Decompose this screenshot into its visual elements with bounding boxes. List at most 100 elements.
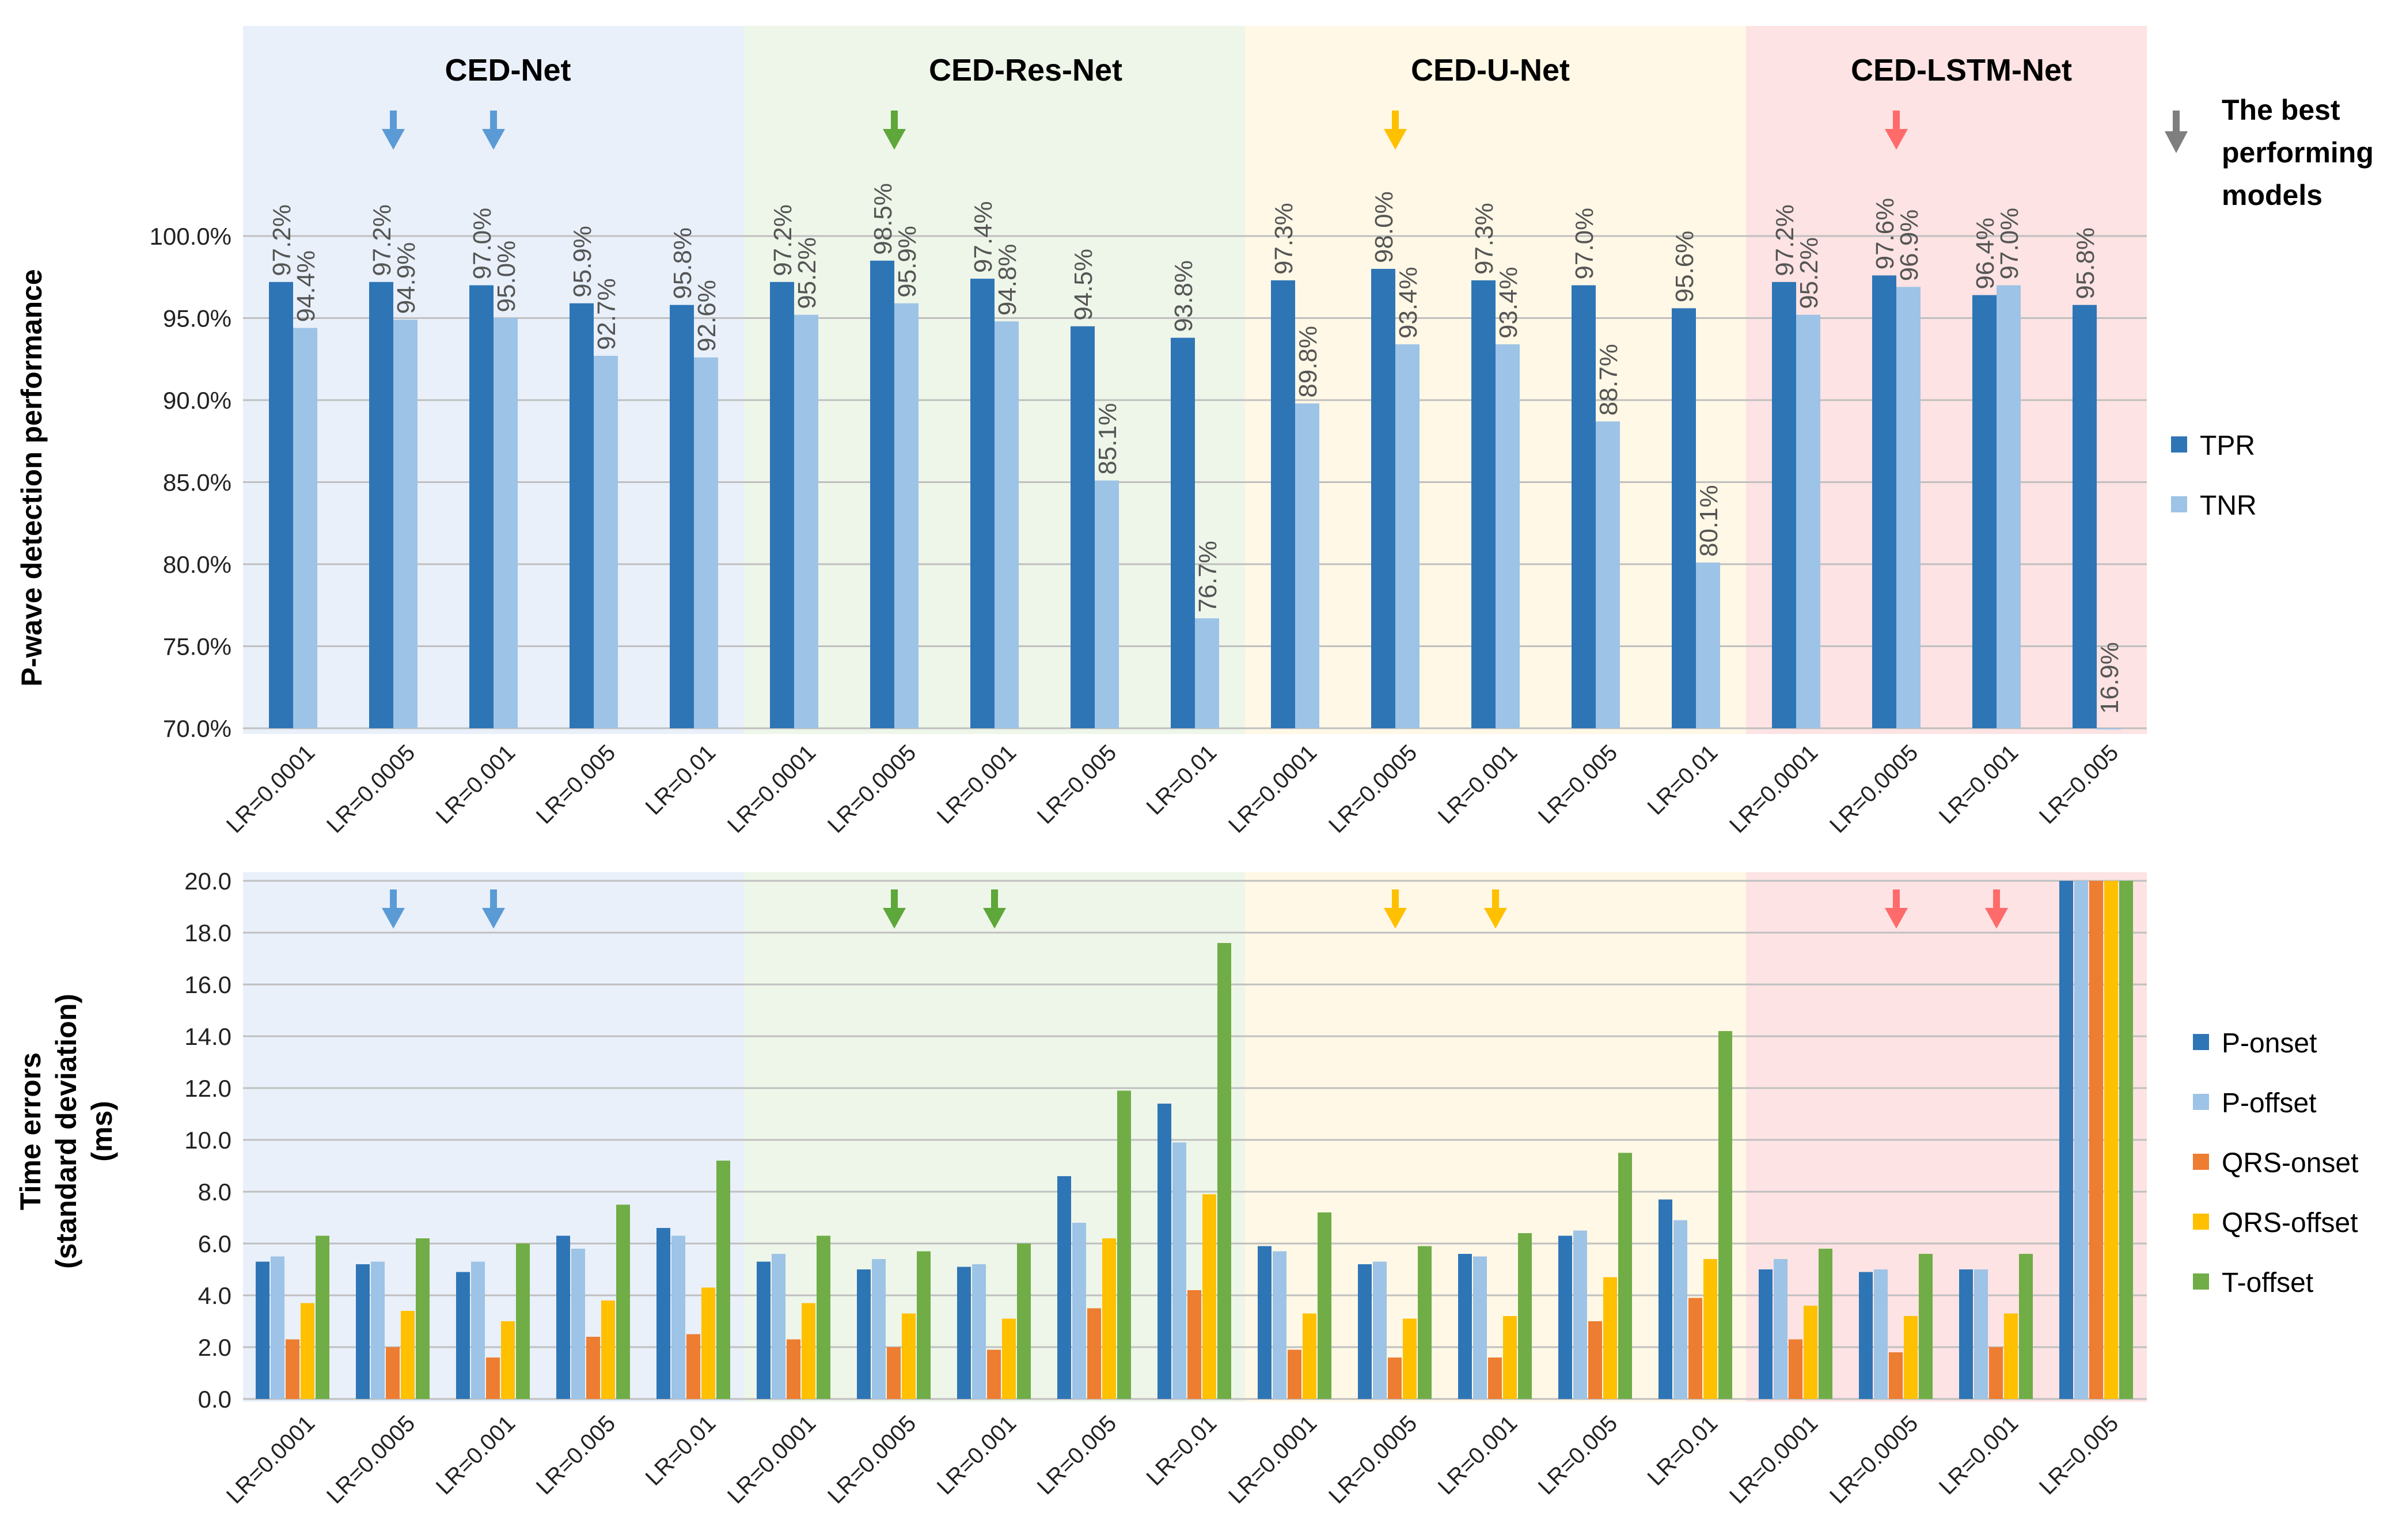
- top-xtick-label: LR=0.001: [1934, 740, 2024, 829]
- bar-tpr: [570, 303, 594, 728]
- bar-p-offset: [1172, 1142, 1186, 1399]
- bottom-ytick-label: 8.0: [198, 1178, 231, 1206]
- bottom-xtick-label: LR=0.0005: [322, 1410, 420, 1508]
- data-label-tpr: 97.2%: [368, 204, 396, 276]
- best-model-arrow-bottom: [883, 889, 906, 929]
- bar-p-onset: [957, 1267, 971, 1399]
- bar-p-offset: [1974, 1269, 1988, 1399]
- group-title-ced-u-net: CED-U-Net: [1411, 53, 1570, 88]
- bar-qrs-onset: [1087, 1308, 1101, 1399]
- arrow-down-icon: [891, 111, 898, 131]
- top-xtick-label: LR=0.0005: [1825, 740, 1923, 838]
- bar-qrs-onset: [1688, 1298, 1702, 1399]
- bottom-xtick-label: LR=0.01: [1643, 1410, 1723, 1490]
- bottom-ytick-label: 16.0: [184, 971, 231, 998]
- bottom-xtick-label: LR=0.0001: [222, 1410, 320, 1508]
- top-xtick-label: LR=0.0005: [1324, 740, 1422, 838]
- bar-p-onset: [1157, 1104, 1171, 1399]
- bar-tpr: [970, 279, 995, 729]
- bottom-xtick-label: LR=0.0005: [1324, 1410, 1422, 1508]
- data-label-tnr: 97.0%: [1995, 208, 2024, 280]
- best-model-arrow-top: [1885, 111, 1908, 150]
- bar-p-offset: [471, 1261, 485, 1399]
- arrow-head: [983, 908, 1006, 929]
- data-label-tpr: 97.4%: [969, 201, 997, 273]
- bar-tnr: [794, 314, 818, 728]
- bar-tnr: [1796, 314, 1820, 728]
- bar-tnr: [2097, 728, 2121, 729]
- arrow-head: [382, 129, 405, 150]
- legend-label-tnr: TNR: [2200, 490, 2257, 521]
- bar-qrs-onset: [1288, 1349, 1301, 1399]
- arrow-head: [883, 908, 906, 929]
- data-label-tnr: 16.9%: [2096, 642, 2124, 714]
- arrow-down-icon: [1392, 111, 1399, 131]
- data-label-tpr: 95.9%: [568, 226, 597, 298]
- bar-tnr: [1997, 285, 2021, 728]
- data-label-tnr: 85.1%: [1094, 403, 1122, 475]
- bar-qrs-onset: [1187, 1290, 1201, 1399]
- bar-tnr: [694, 357, 718, 728]
- bar-p-offset: [1573, 1230, 1587, 1399]
- best-model-arrow-bottom: [983, 889, 1006, 929]
- top-xtick-label: LR=0.0005: [823, 740, 921, 838]
- top-xtick-label: LR=0.0005: [322, 740, 420, 838]
- data-label-tnr: 92.6%: [693, 280, 721, 352]
- data-label-tnr: 95.2%: [793, 237, 821, 309]
- data-label-tpr: 95.8%: [2071, 227, 2100, 299]
- bottom-ytick-label: 10.0: [184, 1127, 231, 1154]
- arrow-down-icon: [991, 889, 998, 910]
- arrow-head: [382, 908, 405, 929]
- top-xtick-label: LR=0.005: [1033, 740, 1122, 829]
- legend-swatch-t-offset: [2193, 1273, 2209, 1290]
- data-label-tpr: 97.3%: [1270, 203, 1298, 275]
- group-titles: CED-Net CED-Res-Net CED-U-Net CED-LSTM-N…: [445, 53, 2072, 88]
- top-ytick-label: 90.0%: [163, 387, 231, 414]
- legend-label-p-offset: P-offset: [2222, 1088, 2317, 1119]
- bar-tnr: [1195, 618, 1219, 728]
- top-ytick-label: 70.0%: [163, 715, 231, 742]
- bar-qrs-onset: [586, 1337, 600, 1399]
- bar-t-offset: [716, 1161, 730, 1399]
- top-xtick-label: LR=0.0001: [222, 740, 320, 838]
- legend-label-p-onset: P-onset: [2222, 1028, 2317, 1059]
- bar-qrs-offset: [1403, 1318, 1417, 1399]
- top-xtick-label: LR=0.01: [1142, 740, 1222, 820]
- bar-p-onset: [857, 1269, 871, 1399]
- bottom-xtick-label: LR=0.005: [1534, 1410, 1623, 1500]
- bar-qrs-offset: [701, 1287, 715, 1399]
- bar-tpr: [670, 305, 694, 728]
- bar-t-offset: [917, 1251, 931, 1399]
- bar-t-offset: [516, 1244, 530, 1399]
- bottom-xtick-label: LR=0.0001: [1725, 1410, 1823, 1508]
- arrow-head: [1384, 908, 1407, 929]
- best-model-legend: The best performing models: [2165, 94, 2374, 211]
- bar-qrs-onset: [787, 1339, 800, 1399]
- bar-t-offset: [1418, 1246, 1432, 1399]
- arrow-head: [1885, 908, 1908, 929]
- best-model-arrow-bottom: [1484, 889, 1507, 929]
- bottom-chart-ylabel-line-3: (ms): [86, 1101, 118, 1162]
- arrow-head: [482, 908, 505, 929]
- bottom-chart-ylabel-line-2: (standard deviation): [50, 994, 82, 1269]
- top-chart-legend: TPR TNR: [2171, 431, 2257, 521]
- best-model-arrow-bottom: [382, 889, 405, 929]
- bar-p-offset: [371, 1261, 385, 1399]
- bar-p-onset: [2059, 881, 2073, 1399]
- top-xtick-label: LR=0.001: [431, 740, 521, 829]
- bottom-xtick-label: LR=0.0005: [1825, 1410, 1923, 1508]
- bar-qrs-offset: [1804, 1306, 1817, 1399]
- bar-qrs-offset: [1904, 1316, 1918, 1399]
- bottom-xtick-label: LR=0.001: [1433, 1410, 1523, 1500]
- data-label-tnr: 95.2%: [1795, 237, 1823, 309]
- bar-p-onset: [1558, 1235, 1572, 1399]
- bar-p-offset: [772, 1254, 785, 1399]
- bottom-xtick-label: LR=0.001: [431, 1410, 521, 1500]
- bar-p-onset: [356, 1264, 370, 1399]
- bottom-xtick-label: LR=0.005: [532, 1410, 621, 1500]
- data-label-tnr: 94.4%: [292, 250, 320, 322]
- data-label-tpr: 97.2%: [268, 204, 296, 276]
- bar-p-onset: [757, 1261, 771, 1399]
- bar-qrs-offset: [2104, 881, 2118, 1399]
